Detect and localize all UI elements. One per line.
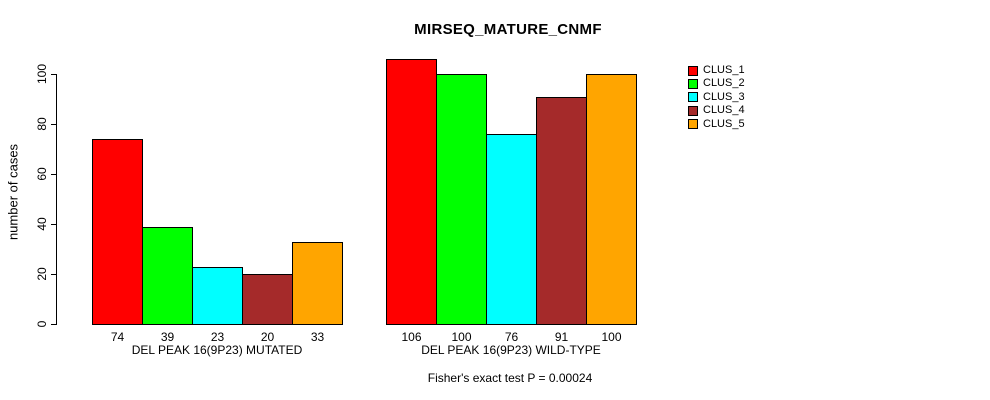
- legend-swatch-clus_4: [688, 105, 698, 116]
- y-tick-label: 0: [35, 320, 49, 328]
- y-tick-label: 60: [35, 167, 49, 181]
- bar-clus_3-group1: [192, 266, 243, 325]
- legend-label-clus_4: CLUS_4: [703, 104, 745, 117]
- bar-clus_2-group1: [142, 226, 193, 325]
- bar-clus_1-group1: [92, 139, 143, 325]
- bar-value-label: 23: [210, 330, 225, 344]
- legend-label-clus_3: CLUS_3: [703, 90, 745, 103]
- legend-swatch-clus_5: [688, 119, 698, 130]
- bar-clus_2-group2: [436, 74, 487, 325]
- bar-value-label: 91: [554, 330, 569, 344]
- y-tick-label: 100: [35, 63, 49, 85]
- bar-clus_3-group2: [486, 134, 537, 325]
- bar-value-label: 106: [401, 330, 422, 344]
- x-group-label: DEL PEAK 16(9P23) WILD-TYPE: [421, 343, 601, 357]
- x-group-label: DEL PEAK 16(9P23) MUTATED: [131, 343, 303, 357]
- bar-clus_4-group2: [536, 96, 587, 325]
- bar-value-label: 100: [601, 330, 622, 344]
- bar-clus_1-group2: [386, 59, 437, 325]
- bar-clus_5-group2: [586, 74, 637, 325]
- y-tick-mark: [51, 74, 56, 75]
- legend-label-clus_2: CLUS_2: [703, 77, 745, 90]
- y-tick-mark: [51, 224, 56, 225]
- y-tick-label: 20: [35, 267, 49, 281]
- legend-label-clus_5: CLUS_5: [703, 117, 745, 130]
- y-tick-mark: [51, 174, 56, 175]
- bar-value-label: 20: [260, 330, 275, 344]
- bar-value-label: 100: [451, 330, 472, 344]
- y-tick-mark: [51, 324, 56, 325]
- legend-swatch-clus_3: [688, 92, 698, 103]
- legend-swatch-clus_2: [688, 78, 698, 89]
- y-axis-label: number of cases: [5, 143, 21, 241]
- bar-clus_4-group1: [242, 274, 293, 325]
- y-tick-label: 40: [35, 217, 49, 231]
- bar-value-label: 76: [504, 330, 519, 344]
- bar-value-label: 33: [310, 330, 325, 344]
- legend-label-clus_1: CLUS_1: [703, 64, 745, 76]
- chart-title: MIRSEQ_MATURE_CNMF: [414, 21, 602, 38]
- bar-value-label: 39: [160, 330, 175, 344]
- bar-value-label: 74: [110, 330, 125, 344]
- y-tick-label: 80: [35, 117, 49, 131]
- legend-swatch-clus_1: [688, 65, 698, 76]
- y-tick-mark: [51, 124, 56, 125]
- fisher-test-annotation: Fisher's exact test P = 0.00024: [427, 371, 593, 385]
- y-axis-line: [56, 74, 57, 325]
- y-tick-mark: [51, 274, 56, 275]
- bar-clus_5-group1: [292, 241, 343, 325]
